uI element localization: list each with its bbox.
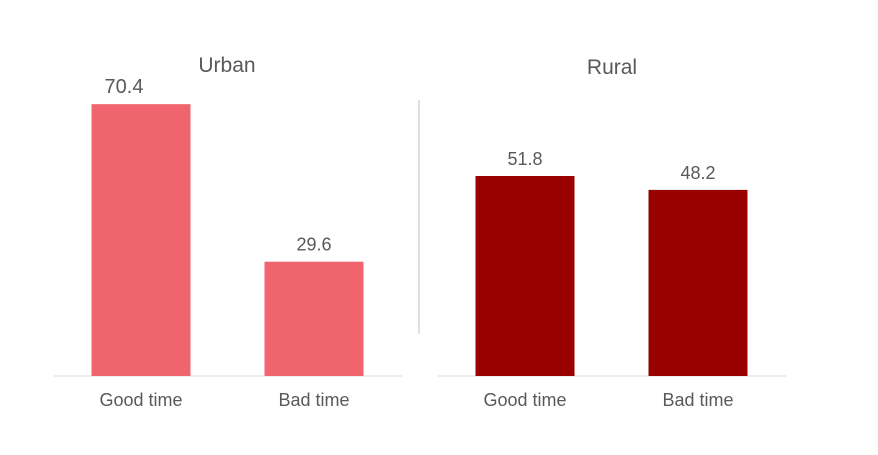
bar-urban-bad-time [264, 261, 364, 376]
panel-title-rural: Rural [587, 56, 637, 79]
tick-label-urban-bad-time: Bad time [278, 390, 349, 410]
data-label-urban-good-time: 70.4 [105, 76, 144, 98]
bar-urban-good-time [91, 104, 191, 376]
tick-label-rural-bad-time: Bad time [662, 390, 733, 410]
data-label-urban-bad-time: 29.6 [296, 235, 331, 255]
panel-urban: Urban 70.4 29.6 Good time Bad time [54, 54, 402, 410]
data-label-rural-good-time: 51.8 [507, 149, 542, 169]
bar-rural-bad-time [648, 189, 748, 376]
panel-rural: Rural 51.8 48.2 Good time Bad time [438, 56, 786, 410]
tick-label-rural-good-time: Good time [483, 390, 566, 410]
tick-label-urban-good-time: Good time [99, 390, 182, 410]
panel-title-urban: Urban [198, 54, 255, 77]
bar-rural-good-time [475, 175, 575, 376]
data-label-rural-bad-time: 48.2 [680, 163, 715, 183]
